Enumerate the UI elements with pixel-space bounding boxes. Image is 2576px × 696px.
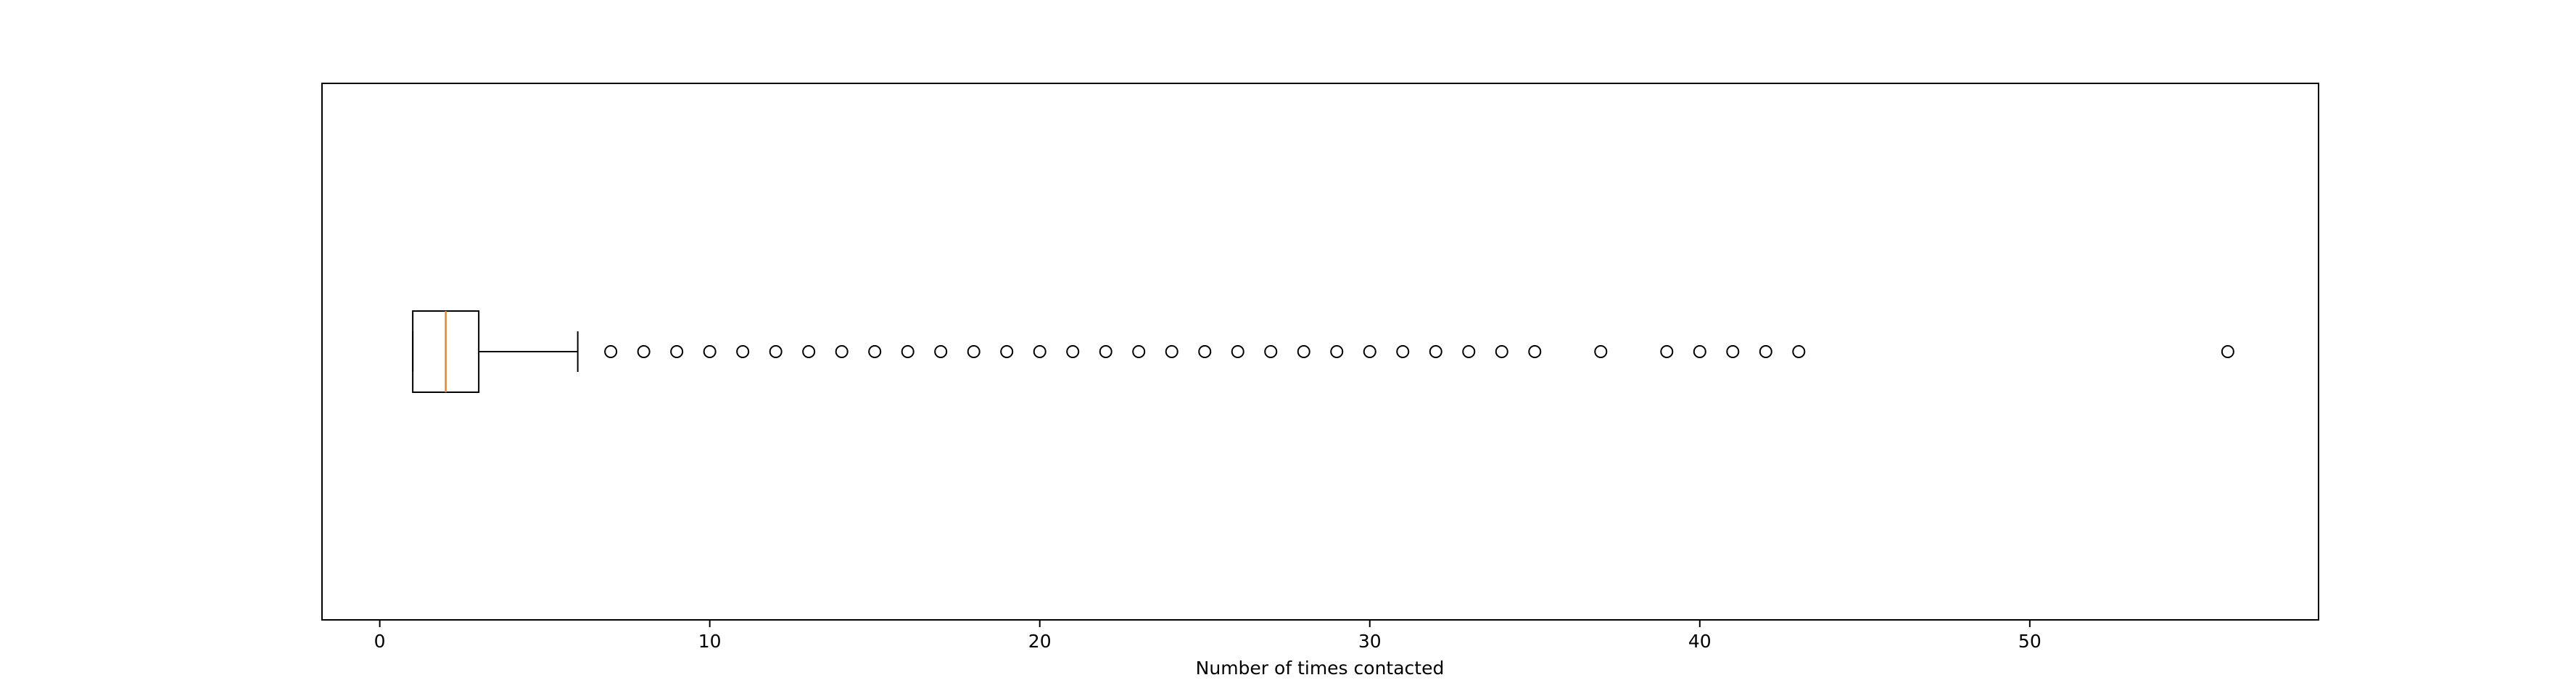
outlier-point (1231, 345, 1244, 358)
outlier-point (1198, 345, 1212, 358)
outlier-point (604, 345, 618, 358)
outlier-point (802, 345, 816, 358)
outlier-point (1363, 345, 1376, 358)
outlier-point (670, 345, 684, 358)
outlier-point (1660, 345, 1674, 358)
plot-area (321, 83, 2319, 621)
x-tick-label: 20 (1028, 631, 1052, 652)
outlier-point (1132, 345, 1146, 358)
outlier-point (1066, 345, 1080, 358)
outlier-point (1033, 345, 1046, 358)
outlier-point (637, 345, 651, 358)
outlier-point (934, 345, 948, 358)
outlier-point (1297, 345, 1310, 358)
outlier-point (835, 345, 849, 358)
outlier-point (1330, 345, 1344, 358)
outlier-point (1528, 345, 1542, 358)
outlier-point (901, 345, 915, 358)
outlier-point (1429, 345, 1442, 358)
outlier-point (1792, 345, 1806, 358)
x-axis-label: Number of times contacted (1196, 658, 1445, 679)
outlier-point (1726, 345, 1740, 358)
outlier-point (1264, 345, 1278, 358)
outlier-point (2221, 345, 2234, 358)
x-tick-label: 40 (1688, 631, 1712, 652)
outlier-point (1693, 345, 1706, 358)
chart-marks (412, 310, 2234, 393)
x-axis: 0 10 20 30 40 50 (374, 620, 2042, 652)
outlier-point (736, 345, 750, 358)
x-tick-label: 0 (374, 631, 386, 652)
outlier-point (967, 345, 981, 358)
outlier-point (1165, 345, 1178, 358)
outlier-point (1759, 345, 1772, 358)
outlier-point (769, 345, 783, 358)
x-tick-label: 50 (2018, 631, 2042, 652)
outlier-point (1495, 345, 1508, 358)
outlier-point (1396, 345, 1410, 358)
x-tick-label: 30 (1358, 631, 1382, 652)
outlier-point (1099, 345, 1112, 358)
outlier-point (868, 345, 882, 358)
outlier-point (703, 345, 717, 358)
x-tick-label: 10 (698, 631, 722, 652)
outlier-point (1462, 345, 1476, 358)
outlier-point (1594, 345, 1608, 358)
outlier-point (1000, 345, 1014, 358)
